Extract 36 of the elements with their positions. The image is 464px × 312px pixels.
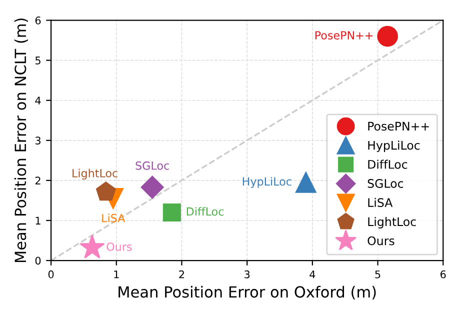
legend-label: LightLoc — [368, 217, 416, 228]
y-tick-label: 1 — [36, 216, 40, 224]
point — [377, 26, 398, 47]
point — [80, 234, 105, 259]
point — [96, 182, 116, 201]
annotation: DiffLoc — [186, 207, 224, 216]
y-tick-label: 6 — [35, 16, 41, 24]
y-tick-label: 5 — [35, 56, 40, 64]
x-tick-label: 2 — [179, 270, 184, 278]
y-axis-title: Mean Position Error on NCLT (m) — [14, 18, 28, 262]
annotation: Ours — [106, 242, 132, 251]
legend-label: SGLoc — [368, 179, 404, 188]
y-tick-label: 2 — [35, 176, 40, 184]
annotation: PosePN++ — [315, 31, 373, 40]
x-axis-title: Mean Position Error on Oxford (m) — [118, 286, 376, 300]
x-tick-label: 0 — [48, 270, 54, 278]
y-tick-label: 0 — [35, 256, 41, 265]
point — [140, 176, 164, 199]
legend-label: PosePN++ — [368, 122, 429, 131]
legend-label: DiffLoc — [368, 160, 408, 169]
point — [295, 172, 316, 193]
annotation: SGLoc — [136, 161, 169, 170]
x-tick-label: 5 — [375, 270, 380, 278]
x-tick-label: 1 — [114, 270, 119, 278]
legend-label: LiSA — [368, 198, 393, 208]
point — [162, 203, 181, 222]
y-tick-label: 4 — [35, 96, 41, 104]
legend-label: HypLiLoc — [368, 140, 420, 152]
annotation: LiSA — [102, 214, 126, 222]
x-tick-label: 6 — [440, 270, 446, 278]
legend-label: Ours — [368, 236, 394, 246]
annotation: LightLoc — [72, 168, 118, 180]
annotation: HypLiLoc — [242, 177, 292, 188]
y-tick-label: 3 — [35, 136, 40, 145]
x-tick-label: 3 — [244, 270, 250, 278]
x-tick-label: 4 — [310, 270, 316, 278]
